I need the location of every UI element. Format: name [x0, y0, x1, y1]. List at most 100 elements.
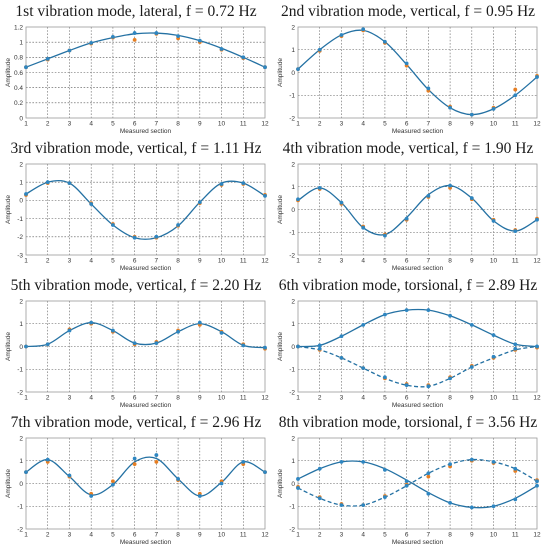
- y-tick-label: -1: [289, 230, 295, 237]
- y-tick-label: 2: [291, 24, 295, 31]
- x-tick-label: 12: [533, 395, 541, 402]
- measured-point-blue: [219, 481, 224, 486]
- x-tick-label: 6: [405, 532, 409, 539]
- x-tick-label: 10: [490, 395, 498, 402]
- x-tick-label: 2: [46, 121, 50, 128]
- y-axis-label: Amplitude: [5, 195, 12, 224]
- measured-point-blue: [535, 483, 539, 488]
- measured-point-blue: [426, 471, 431, 476]
- measured-point-blue: [491, 504, 496, 509]
- x-tick-label: 8: [448, 258, 452, 265]
- x-tick-label: 12: [261, 121, 269, 128]
- x-tick-label: 12: [533, 532, 541, 539]
- measured-point-blue: [469, 112, 474, 117]
- y-tick-label: 2: [291, 435, 295, 442]
- measured-point-blue: [404, 479, 409, 484]
- y-tick-label: -3: [17, 252, 23, 259]
- measured-point-blue: [361, 366, 366, 371]
- measured-point-blue: [67, 181, 72, 186]
- measured-point-blue: [535, 217, 539, 222]
- x-tick-label: 11: [240, 121, 247, 128]
- x-axis-label: Measured section: [120, 265, 172, 272]
- measured-point-orange: [111, 479, 115, 484]
- measured-point-blue: [132, 235, 137, 240]
- y-tick-label: 0: [19, 115, 23, 122]
- measured-point-blue: [361, 459, 366, 464]
- x-tick-label: 7: [427, 532, 431, 539]
- x-axis-label: Measured section: [392, 539, 444, 546]
- x-axis-label: Measured section: [120, 128, 172, 135]
- x-tick-label: 6: [133, 121, 137, 128]
- measured-point-blue: [469, 322, 474, 327]
- series-line-2: [297, 345, 538, 388]
- x-tick-label: 8: [448, 121, 452, 128]
- measured-point-blue: [241, 55, 246, 60]
- measured-point-blue: [154, 234, 159, 239]
- measured-point-blue: [513, 342, 518, 347]
- plot-frame: [297, 437, 538, 530]
- x-tick-label: 5: [383, 121, 387, 128]
- measured-point-blue: [491, 354, 496, 359]
- y-tick-label: 1: [19, 39, 23, 46]
- y-tick-label: 0: [291, 70, 295, 77]
- series-line-2: [297, 458, 538, 507]
- x-tick-label: 2: [46, 395, 50, 402]
- measured-point-blue: [491, 459, 496, 464]
- x-tick-label: 7: [155, 395, 159, 402]
- x-tick-label: 1: [296, 121, 300, 128]
- measured-point-blue: [448, 183, 452, 188]
- chart-panel-6: 6th vibration mode, torsional, f = 2.89 …: [272, 274, 544, 411]
- series-line-1: [297, 460, 538, 509]
- measured-point-blue: [426, 491, 431, 496]
- y-tick-label: 0: [19, 481, 23, 488]
- measured-point-blue: [67, 48, 72, 53]
- x-tick-label: 3: [340, 532, 344, 539]
- measured-point-blue: [176, 477, 180, 481]
- x-tick-label: 10: [490, 258, 498, 265]
- y-tick-label: 1: [19, 180, 23, 187]
- x-tick-label: 12: [533, 121, 541, 128]
- y-axis-label: Amplitude: [5, 332, 12, 361]
- grid: [26, 301, 265, 392]
- measured-point-blue: [111, 328, 115, 333]
- y-tick-label: -2: [289, 389, 295, 396]
- measured-point-blue: [404, 483, 409, 488]
- plot-frame: [25, 163, 266, 256]
- measured-point-blue: [513, 229, 518, 234]
- measured-point-blue: [154, 31, 159, 35]
- measured-point-blue: [383, 39, 387, 44]
- x-tick-label: 4: [361, 532, 365, 539]
- measured-point-blue: [111, 34, 115, 39]
- measured-point-blue: [469, 196, 474, 201]
- x-tick-label: 6: [405, 258, 409, 265]
- measured-point-blue: [154, 341, 159, 345]
- plot-frame: [25, 437, 266, 530]
- x-tick-label: 4: [361, 258, 365, 265]
- chart-title: 6th vibration mode, torsional, f = 2.89 …: [278, 277, 538, 294]
- x-tick-label: 4: [361, 395, 365, 402]
- measured-point-blue: [426, 384, 431, 389]
- y-tick-label: 0.4: [14, 85, 23, 92]
- measured-point-blue: [339, 33, 344, 37]
- y-tick-label: 0: [291, 344, 295, 351]
- y-axis-label: Amplitude: [277, 195, 284, 224]
- x-tick-label: 11: [512, 395, 519, 402]
- measured-point-blue: [296, 344, 300, 349]
- measured-point-blue: [296, 67, 300, 71]
- plot-frame: [25, 26, 266, 119]
- x-tick-label: 11: [512, 532, 519, 539]
- x-tick-label: 11: [240, 395, 247, 402]
- measured-point-blue: [317, 346, 322, 351]
- x-tick-label: 10: [218, 395, 226, 402]
- series-line-1: [297, 184, 538, 236]
- y-tick-label: -1: [17, 504, 23, 511]
- measured-point-blue: [513, 93, 518, 98]
- series-line-1: [25, 32, 266, 68]
- y-tick-label: -1: [17, 216, 23, 223]
- measured-point-blue: [263, 65, 267, 70]
- measured-point-blue: [197, 38, 202, 43]
- x-tick-label: 7: [155, 258, 159, 265]
- chart-title: 5th vibration mode, vertical, f = 2.20 H…: [10, 277, 262, 294]
